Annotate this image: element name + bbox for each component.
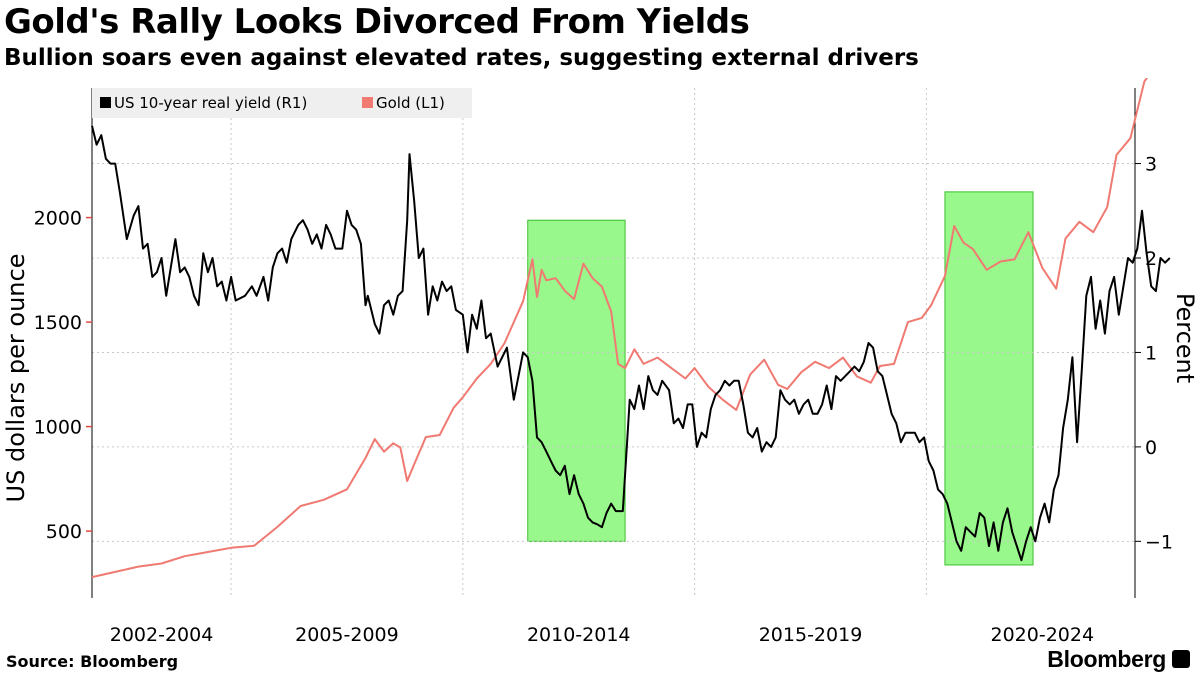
x-period-label: 2020-2024	[990, 624, 1094, 646]
left-tick-label: 1000	[34, 417, 82, 439]
series-line-gold	[91, 78, 1148, 579]
highlight-regions	[527, 191, 1034, 566]
left-tick-label: 2000	[34, 208, 82, 230]
right-axis-title: Percent	[1171, 293, 1199, 383]
legend-swatch-gold	[362, 97, 373, 108]
left-tick-label: 500	[46, 521, 82, 543]
x-period-label: 2005-2009	[295, 624, 399, 646]
bloomberg-terminal-icon	[1172, 650, 1190, 668]
grid-lines	[92, 88, 1135, 598]
legend-label-yield: US 10-year real yield (R1)	[114, 94, 307, 112]
source-note: Source: Bloomberg	[6, 652, 179, 671]
left-tick-label: 1500	[34, 312, 82, 334]
x-period-label: 2015-2019	[759, 624, 863, 646]
series-line-yield	[91, 125, 1171, 562]
x-period-label: 2010-2014	[527, 624, 631, 646]
x-period-label: 2002-2004	[110, 624, 214, 646]
legend-swatch-yield	[100, 97, 111, 108]
highlight-period-1	[527, 219, 626, 542]
legend-background	[92, 88, 472, 118]
series-lines	[91, 78, 1171, 579]
legend-label-gold: Gold (L1)	[376, 94, 445, 112]
legend: US 10-year real yield (R1) Gold (L1)	[92, 88, 472, 118]
right-tick-label: 1	[1145, 342, 1157, 364]
chart-title: Gold's Rally Looks Divorced From Yields	[4, 2, 750, 42]
right-tick-label: 3	[1145, 154, 1157, 176]
right-tick-label: 0	[1145, 437, 1157, 459]
left-axis-title: US dollars per ounce	[2, 254, 30, 503]
bloomberg-logo: Bloomberg	[1047, 646, 1166, 672]
chart-subtitle: Bullion soars even against elevated rate…	[4, 45, 919, 71]
right-tick-label: −1	[1145, 531, 1173, 553]
